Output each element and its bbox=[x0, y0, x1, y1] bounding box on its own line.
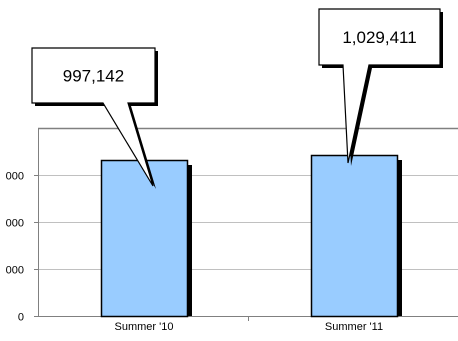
data-label-callout: 1,029,411 bbox=[318, 8, 443, 166]
y-tick-label: 000 bbox=[6, 265, 24, 277]
x-category-label: Summer '10 bbox=[115, 321, 174, 333]
data-label: 997,142 bbox=[63, 67, 124, 86]
y-tick-label: 0 bbox=[18, 312, 24, 324]
y-tick-label: 000 bbox=[6, 218, 24, 230]
bars bbox=[100, 154, 402, 318]
bar bbox=[310, 154, 399, 318]
callout-box bbox=[318, 8, 441, 164]
x-axis-categories: Summer '10 Summer '11 bbox=[115, 321, 384, 333]
data-label-callouts: 997,142 1,029,411 bbox=[31, 8, 443, 189]
y-tick-label: 000 bbox=[6, 171, 24, 183]
bar bbox=[100, 159, 189, 318]
data-label-callout: 997,142 bbox=[31, 47, 158, 189]
data-label: 1,029,411 bbox=[342, 28, 416, 47]
callout-box bbox=[31, 47, 156, 187]
x-category-label: Summer '11 bbox=[325, 321, 383, 333]
